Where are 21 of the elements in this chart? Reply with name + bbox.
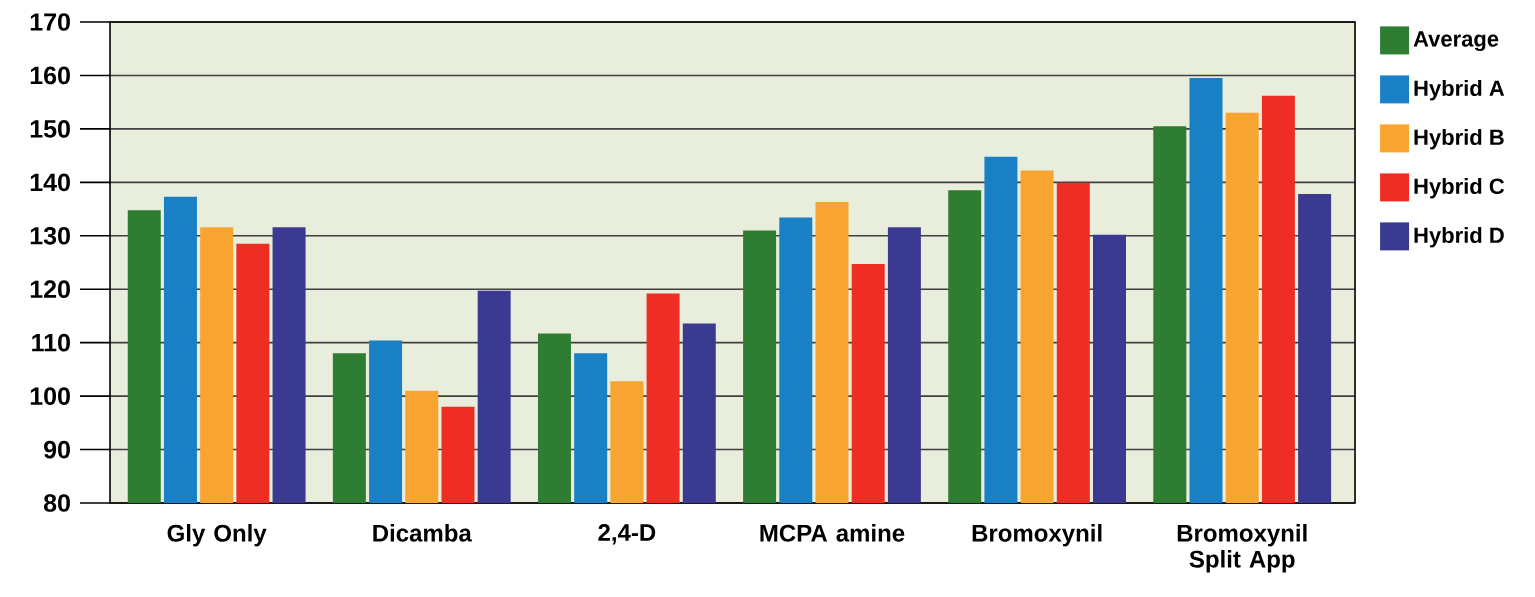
x-tick-label: Gly Only (167, 524, 267, 547)
legend-label: Average (1413, 31, 1499, 52)
y-tick-label: 150 (30, 120, 70, 138)
x-tick-label: MCPA amine (760, 524, 905, 542)
legend-label: Hybrid A (1414, 79, 1505, 101)
y-tick-label: 120 (30, 280, 70, 299)
x-tick-label: 2,4-D (598, 524, 656, 545)
y-tick-label: 90 (44, 440, 70, 459)
legend-label: Hybrid B (1414, 128, 1504, 150)
x-tick-label: Bromoxynil (972, 524, 1102, 547)
y-tick-label: 160 (30, 66, 70, 85)
y-tick-label: 130 (30, 226, 70, 245)
y-tick-label: 80 (43, 494, 70, 512)
y-tick-label: 100 (30, 387, 70, 405)
y-tick-label: 140 (30, 173, 70, 192)
legend-label: Hybrid D (1414, 226, 1504, 248)
y-tick-label: 110 (32, 333, 70, 352)
legend-label: Hybrid C (1414, 177, 1505, 199)
y-tick-label: 170 (30, 13, 70, 31)
x-tick-label: Dicamba (373, 524, 472, 542)
x-tick-label: Bromoxynil Split App (1177, 524, 1307, 573)
